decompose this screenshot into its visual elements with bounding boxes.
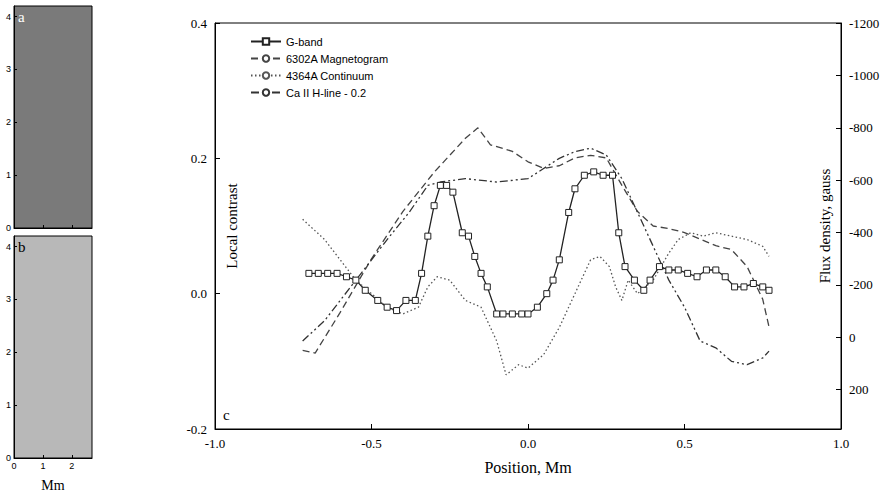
svg-text:0.2: 0.2 (191, 151, 207, 166)
svg-text:a: a (18, 9, 25, 25)
svg-text:-1.0: -1.0 (205, 436, 226, 451)
svg-text:-200: -200 (849, 277, 873, 292)
svg-text:1.0: 1.0 (833, 436, 849, 451)
svg-text:4: 4 (6, 12, 11, 22)
svg-text:3: 3 (6, 64, 11, 74)
svg-text:Local contrast: Local contrast (224, 182, 240, 268)
svg-text:2: 2 (69, 461, 74, 471)
svg-text:b: b (18, 239, 26, 255)
svg-text:G-band: G-band (286, 36, 323, 48)
svg-text:c: c (223, 407, 230, 423)
svg-text:0.5: 0.5 (676, 436, 692, 451)
svg-text:Position, Mm: Position, Mm (484, 459, 572, 476)
svg-text:0.4: 0.4 (191, 16, 208, 31)
svg-text:-0.2: -0.2 (186, 422, 207, 437)
svg-text:200: 200 (849, 382, 869, 397)
svg-text:0: 0 (6, 453, 11, 463)
svg-text:-1200: -1200 (849, 16, 879, 31)
svg-text:6302A Magnetogram: 6302A Magnetogram (286, 53, 388, 65)
svg-text:1: 1 (6, 170, 11, 180)
svg-text:-1000: -1000 (849, 68, 879, 83)
svg-text:-600: -600 (849, 173, 873, 188)
svg-text:2: 2 (6, 347, 11, 357)
svg-text:0: 0 (6, 223, 11, 233)
svg-text:-400: -400 (849, 225, 873, 240)
svg-text:0.0: 0.0 (191, 286, 207, 301)
svg-text:-0.5: -0.5 (361, 436, 382, 451)
svg-text:4364A Continuum: 4364A Continuum (286, 70, 373, 82)
svg-text:Ca II H-line - 0.2: Ca II H-line - 0.2 (286, 87, 366, 99)
svg-text:-800: -800 (849, 120, 873, 135)
svg-text:Mm: Mm (41, 478, 64, 493)
svg-text:0: 0 (849, 330, 856, 345)
svg-text:0.0: 0.0 (520, 436, 536, 451)
svg-text:2: 2 (6, 117, 11, 127)
svg-text:3: 3 (6, 294, 11, 304)
svg-text:0: 0 (11, 461, 16, 471)
svg-text:1: 1 (6, 400, 11, 410)
svg-text:Flux density, gauss: Flux density, gauss (817, 169, 833, 284)
svg-text:1: 1 (40, 461, 45, 471)
svg-text:4: 4 (6, 242, 11, 252)
